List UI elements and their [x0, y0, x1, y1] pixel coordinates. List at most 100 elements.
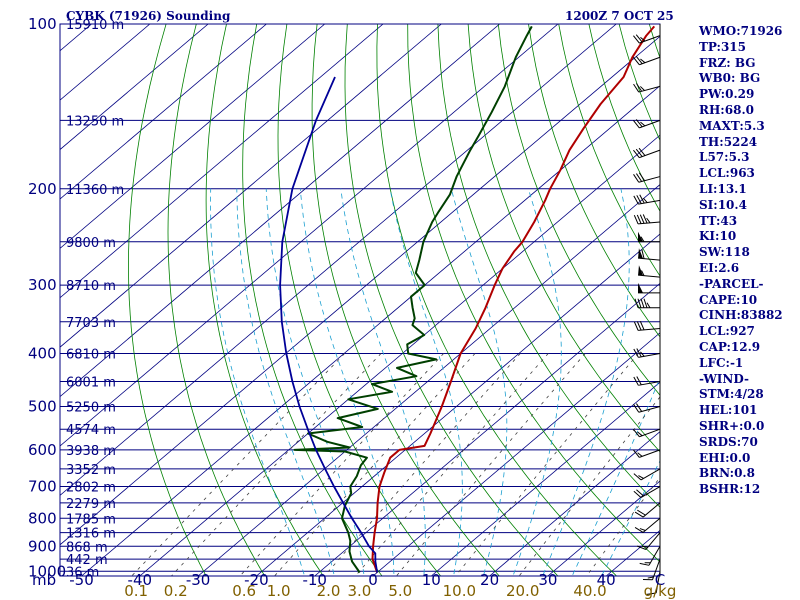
index-item: SI:10.4	[699, 197, 747, 212]
dewpoint-line	[293, 25, 533, 574]
dry-adiabat	[311, 24, 500, 576]
index-item: MAXT:5.3	[699, 118, 765, 133]
pressure-tick-label: 700	[28, 478, 57, 496]
barb-staff	[639, 149, 661, 159]
height-label: 15910 m	[66, 18, 124, 33]
temperature-tick-label: -20	[244, 571, 269, 589]
barb-feather	[633, 321, 639, 331]
height-label: 8710 m	[66, 279, 116, 294]
barb-feather	[633, 149, 640, 158]
height-label: 6810 m	[66, 348, 116, 363]
pressure-unit-label: mb	[32, 571, 56, 589]
height-label: 3352 m	[66, 463, 116, 478]
height-label: 13250 m	[66, 114, 124, 129]
isotherm-line	[489, 431, 660, 576]
index-item: SRDS:70	[699, 434, 758, 449]
barb-feather	[634, 527, 644, 533]
index-item: LCL:963	[699, 166, 755, 181]
wind-barb	[633, 194, 661, 205]
mixing-ratio-label: 5.0	[388, 582, 412, 600]
moist-adiabat	[389, 188, 463, 576]
wind-barb	[633, 376, 661, 386]
moist-adiabat	[265, 188, 365, 576]
index-item: BSHR:12	[699, 482, 761, 497]
temperature-tick-label: -50	[69, 571, 94, 589]
dry-adiabat	[277, 24, 442, 576]
dry-adiabat	[407, 24, 660, 563]
barb-feather	[636, 195, 642, 204]
pressure-tick-label: 900	[28, 537, 57, 555]
height-label: 7703 m	[66, 316, 116, 331]
height-label: 6001 m	[66, 375, 116, 390]
moist-adiabat	[571, 376, 660, 576]
mixing-ratio-line	[454, 353, 639, 576]
barb-feather	[633, 57, 640, 66]
isotherm-line	[81, 85, 660, 576]
isotherm-line	[431, 381, 660, 576]
barb-feather	[642, 214, 648, 224]
wind-barb	[633, 214, 661, 225]
wind-barb	[634, 298, 660, 309]
barb-half-feather	[646, 302, 651, 309]
barb-feather	[636, 173, 643, 182]
barb-staff	[638, 381, 661, 386]
barb-half-feather	[638, 475, 644, 479]
wind-barb	[633, 486, 661, 498]
height-label: 3938 m	[66, 444, 116, 459]
barb-feather	[639, 562, 650, 566]
pressure-tick-label: 800	[28, 509, 57, 527]
background-grid	[60, 24, 660, 576]
mixing-ratio-label: 0.2	[164, 582, 188, 600]
barb-staff	[640, 486, 661, 498]
wind-barb	[642, 558, 661, 581]
dry-adiabat	[558, 24, 660, 277]
moist-adiabat	[450, 188, 508, 576]
barb-feather	[636, 214, 642, 224]
index-item: TT:43	[699, 213, 738, 228]
wind-barb	[634, 517, 661, 533]
barb-feather	[639, 320, 645, 331]
pressure-tick-label: 600	[28, 441, 57, 459]
index-item: CINH:83882	[699, 308, 783, 323]
mixing-ratio-unit-label: g/kg	[644, 582, 677, 600]
barb-feather	[633, 214, 639, 225]
height-label: 36 m	[66, 565, 99, 580]
barb-pennant	[638, 231, 643, 242]
dry-adiabat	[344, 24, 559, 576]
barb-staff	[638, 327, 661, 331]
height-label: 4574 m	[66, 423, 116, 438]
barb-half-feather	[640, 121, 646, 127]
dry-adiabat	[376, 24, 618, 576]
parcel-line	[279, 76, 379, 573]
barb-staff	[638, 176, 661, 183]
index-item: KI:10	[699, 229, 737, 244]
barb-staff	[638, 221, 661, 225]
barb-feather	[639, 194, 645, 204]
index-item: LFC:-1	[699, 355, 744, 370]
barb-staff	[655, 571, 661, 594]
barb-half-feather	[647, 576, 654, 579]
temperature-tick-label: -10	[302, 571, 327, 589]
isotherm-line	[60, 24, 500, 398]
barb-staff	[639, 119, 661, 129]
barb-feather	[643, 298, 648, 308]
barb-feather	[646, 592, 657, 595]
temperature-tick-label: -40	[128, 571, 153, 589]
barb-feather	[634, 298, 639, 308]
mixing-ratio-label: 1.0	[267, 582, 291, 600]
mixing-ratio-line	[131, 353, 345, 576]
pressure-tick-label: 100	[28, 15, 57, 33]
barb-pennant	[638, 265, 644, 276]
isotherm-line	[60, 24, 267, 200]
barb-staff	[638, 353, 661, 358]
mixing-ratio-label: 40.0	[573, 582, 606, 600]
isotherm-line	[60, 24, 384, 299]
barb-half-feather	[641, 270, 645, 276]
index-item: LI:13.1	[699, 181, 747, 196]
isotherm-line	[139, 134, 660, 576]
barb-feather	[633, 174, 640, 183]
barb-staff	[638, 406, 661, 413]
wind-barb-column	[633, 24, 661, 595]
wind-barb	[633, 119, 661, 129]
mixing-ratio-label: 2.0	[317, 582, 341, 600]
